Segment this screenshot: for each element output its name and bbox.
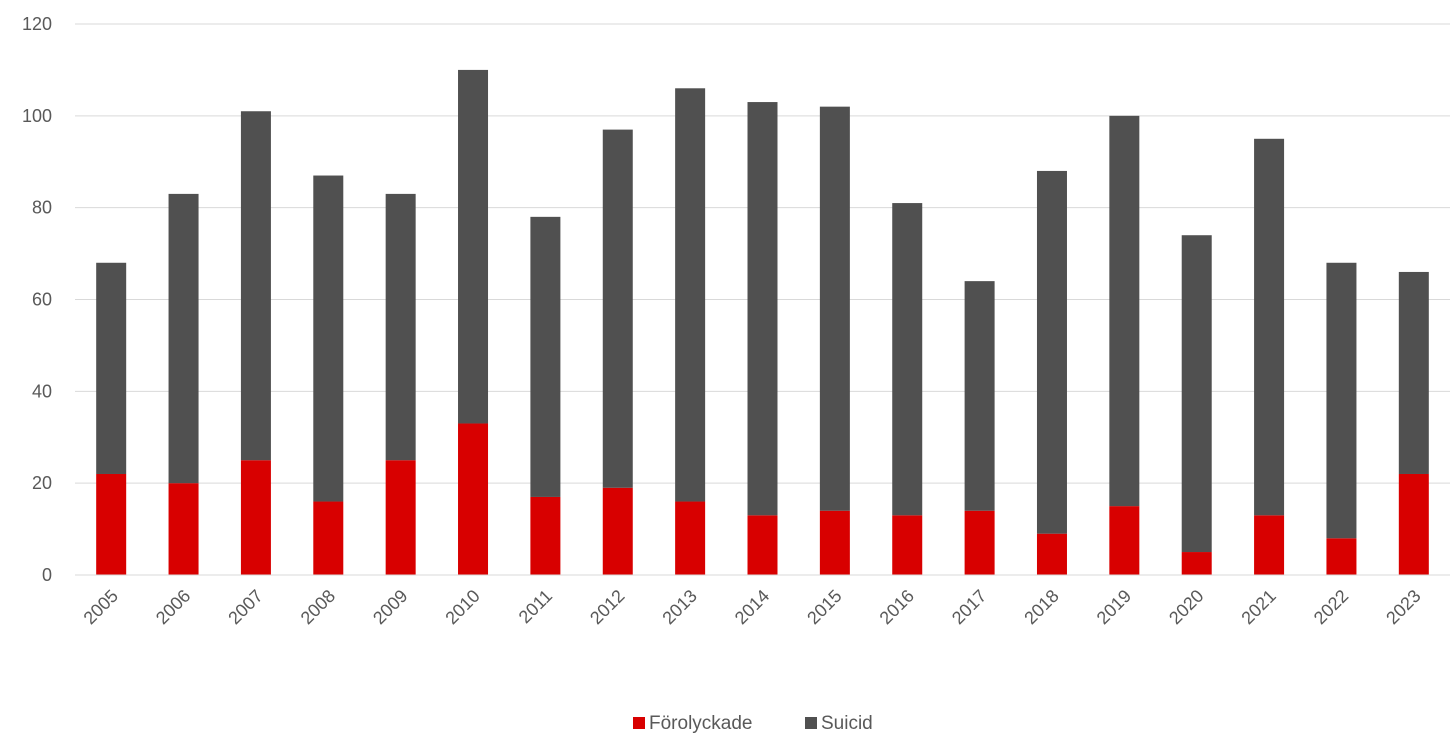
bar-forolyckade-2006 [168, 483, 199, 575]
x-tick-label: 2012 [586, 586, 628, 628]
x-tick-label: 2013 [659, 586, 701, 628]
bar-suicid-2008 [313, 175, 344, 502]
bar-forolyckade-2018 [1036, 533, 1067, 575]
bar-forolyckade-2021 [1254, 515, 1285, 575]
x-tick-label: 2007 [224, 586, 266, 628]
y-tick-label: 80 [32, 198, 52, 218]
bar-suicid-2011 [530, 216, 561, 497]
bar-forolyckade-2012 [602, 487, 633, 575]
y-tick-label: 120 [22, 14, 52, 34]
bar-forolyckade-2023 [1398, 473, 1429, 575]
x-tick-label: 2021 [1237, 586, 1279, 628]
bar-suicid-2006 [168, 193, 199, 484]
bar-suicid-2023 [1398, 271, 1429, 474]
x-tick-label: 2018 [1020, 586, 1062, 628]
legend: Förolyckade Suicid [633, 713, 873, 734]
bar-forolyckade-2020 [1181, 552, 1212, 575]
bar-suicid-2016 [892, 203, 923, 516]
bar-suicid-2019 [1109, 115, 1140, 507]
bar-forolyckade-2008 [313, 501, 344, 575]
x-tick-label: 2017 [948, 586, 990, 628]
y-tick-label: 60 [32, 290, 52, 310]
bar-suicid-2017 [964, 281, 995, 511]
x-tick-label: 2015 [803, 586, 845, 628]
y-tick-label: 100 [22, 106, 52, 126]
y-tick-label: 0 [42, 565, 52, 585]
bar-suicid-2007 [240, 111, 271, 461]
x-tick-label: 2022 [1310, 586, 1352, 628]
bar-forolyckade-2013 [675, 501, 706, 575]
bar-suicid-2012 [602, 129, 633, 488]
bar-forolyckade-2005 [96, 473, 127, 575]
bar-suicid-2009 [385, 193, 416, 461]
bar-forolyckade-2007 [240, 460, 271, 575]
x-tick-label: 2009 [369, 586, 411, 628]
x-tick-label: 2016 [876, 586, 918, 628]
y-axis-tick-labels: 0 20 40 60 80 100 120 [22, 14, 52, 585]
x-tick-label: 2014 [731, 586, 773, 628]
bar-forolyckade-2014 [747, 515, 778, 575]
bar-suicid-2018 [1036, 170, 1067, 534]
legend-swatch-suicid [805, 717, 817, 729]
bar-forolyckade-2009 [385, 460, 416, 575]
legend-label: Suicid [821, 713, 873, 734]
x-tick-label: 2019 [1093, 586, 1135, 628]
bars [96, 69, 1429, 575]
x-tick-label: 2008 [297, 586, 339, 628]
x-axis-tick-labels: 2005 2006 2007 2008 2009 2010 2011 2012 2013 2014… [80, 586, 1425, 628]
bar-suicid-2005 [96, 262, 127, 474]
x-tick-label: 2005 [80, 586, 122, 628]
y-tick-label: 40 [32, 381, 52, 401]
bar-suicid-2013 [675, 88, 706, 502]
x-tick-label: 2023 [1382, 586, 1424, 628]
bar-suicid-2014 [747, 102, 778, 516]
x-tick-label: 2006 [152, 586, 194, 628]
bar-suicid-2022 [1326, 262, 1357, 539]
bar-suicid-2021 [1254, 138, 1285, 516]
bar-forolyckade-2010 [458, 423, 489, 575]
bar-suicid-2010 [458, 69, 489, 424]
x-tick-label: 2010 [441, 586, 483, 628]
bar-forolyckade-2016 [892, 515, 923, 575]
bar-forolyckade-2015 [819, 510, 850, 575]
x-tick-label: 2011 [515, 586, 557, 628]
legend-label: Förolyckade [649, 713, 753, 734]
bar-suicid-2015 [819, 106, 850, 511]
bar-forolyckade-2011 [530, 496, 561, 575]
legend-swatch-forolyckade [633, 717, 645, 729]
x-tick-label: 2020 [1165, 586, 1207, 628]
bar-forolyckade-2022 [1326, 538, 1357, 575]
y-tick-label: 20 [32, 473, 52, 493]
bar-forolyckade-2019 [1109, 506, 1140, 575]
bar-suicid-2020 [1181, 235, 1212, 553]
bar-forolyckade-2017 [964, 510, 995, 575]
